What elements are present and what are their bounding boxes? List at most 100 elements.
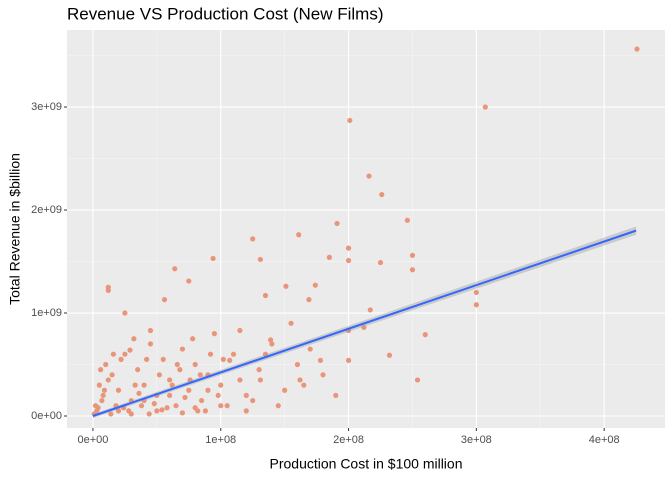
- point: [345, 357, 352, 363]
- x-tick-label: 0e+00: [77, 434, 108, 446]
- point: [177, 367, 183, 373]
- point: [164, 405, 170, 411]
- point: [345, 257, 352, 264]
- y-tick-label: 2e+09: [31, 204, 62, 216]
- point: [345, 245, 352, 251]
- point: [366, 173, 372, 179]
- point: [634, 46, 640, 52]
- y-axis-label: Total Revenue in $billion: [7, 153, 23, 305]
- point: [131, 336, 137, 342]
- point: [307, 346, 313, 352]
- point: [132, 382, 138, 388]
- point: [186, 387, 192, 393]
- point: [105, 287, 111, 293]
- point: [288, 320, 294, 326]
- point: [154, 408, 160, 414]
- point: [103, 361, 109, 368]
- point: [227, 357, 233, 363]
- point: [347, 117, 353, 124]
- point: [262, 292, 269, 299]
- point: [215, 392, 221, 399]
- point: [173, 403, 179, 409]
- point: [250, 236, 256, 242]
- point: [118, 356, 124, 362]
- point: [98, 367, 104, 373]
- x-tick-label: 3e+08: [461, 434, 492, 446]
- point: [147, 341, 154, 347]
- point: [122, 310, 128, 316]
- point: [192, 405, 198, 411]
- point: [237, 377, 243, 383]
- point: [122, 351, 128, 357]
- point: [186, 278, 192, 284]
- point: [262, 351, 269, 357]
- point: [320, 372, 326, 378]
- point: [473, 302, 479, 308]
- point: [243, 408, 249, 414]
- point: [282, 387, 288, 393]
- point: [257, 256, 263, 263]
- point: [159, 407, 165, 413]
- point: [482, 104, 488, 110]
- point: [96, 382, 102, 388]
- point: [409, 267, 416, 273]
- x-tick-label: 2e+08: [333, 434, 364, 446]
- point: [169, 382, 175, 388]
- point: [127, 347, 133, 353]
- panel: [67, 30, 665, 428]
- point: [198, 397, 205, 404]
- point: [190, 336, 196, 342]
- point: [361, 324, 367, 331]
- point: [422, 332, 428, 338]
- point: [224, 403, 230, 409]
- point: [267, 337, 274, 343]
- point: [146, 411, 152, 417]
- point: [379, 191, 385, 198]
- point: [218, 403, 224, 409]
- point: [243, 392, 249, 399]
- point: [210, 255, 216, 262]
- point: [136, 390, 142, 396]
- point: [135, 367, 141, 373]
- point: [187, 377, 193, 383]
- point: [275, 403, 281, 409]
- point: [211, 331, 217, 337]
- point: [109, 372, 115, 378]
- point: [144, 356, 150, 362]
- y-tick-label: 1e+09: [31, 307, 62, 319]
- point: [409, 252, 416, 258]
- point: [404, 217, 410, 223]
- point: [161, 297, 168, 303]
- point: [192, 361, 198, 368]
- point: [160, 356, 166, 362]
- point: [256, 367, 262, 373]
- chart-title: Revenue VS Production Cost (New Films): [67, 4, 384, 23]
- point: [386, 352, 393, 358]
- point: [197, 372, 203, 378]
- point: [367, 307, 373, 313]
- point: [334, 220, 340, 227]
- point: [294, 361, 301, 368]
- point: [237, 327, 243, 334]
- point: [301, 382, 307, 388]
- x-tick-label: 1e+08: [205, 434, 236, 446]
- point: [317, 357, 324, 363]
- point: [110, 351, 116, 357]
- point: [333, 392, 339, 399]
- point: [202, 408, 209, 414]
- point: [207, 351, 214, 357]
- point: [151, 401, 157, 407]
- point: [257, 377, 263, 383]
- y-tick-label: 0e+00: [31, 410, 62, 422]
- point: [95, 405, 101, 411]
- point: [156, 372, 163, 378]
- point: [377, 259, 384, 266]
- point: [141, 382, 147, 388]
- point: [269, 341, 275, 347]
- point: [167, 377, 173, 383]
- point: [414, 377, 421, 383]
- point: [99, 397, 105, 404]
- point: [473, 289, 479, 296]
- point: [128, 411, 134, 417]
